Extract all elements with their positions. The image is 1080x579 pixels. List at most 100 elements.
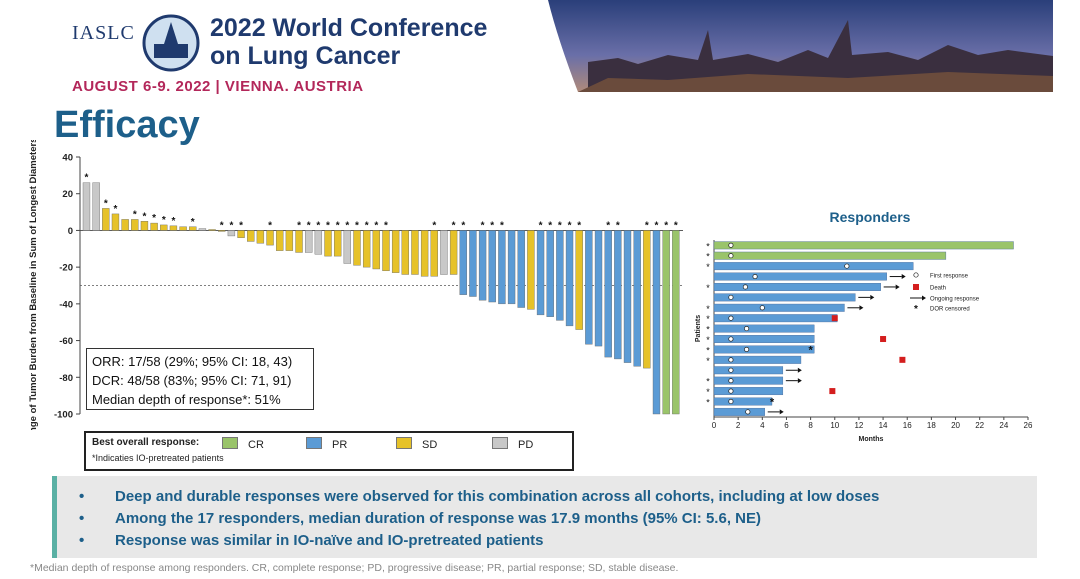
legend-swatch-cr (222, 437, 238, 449)
waterfall-chart: 40 20 0 -20 -40 -60 -80 -100 Change of Tumor Bur… (28, 140, 683, 430)
responder-bar (713, 251, 947, 260)
responder-bar (713, 345, 815, 354)
response-legend: Best overall response: *Indicaties IO-pr… (84, 431, 574, 471)
waterfall-bar (237, 230, 245, 238)
x-tick-label: 2 (736, 421, 741, 430)
responder-bar (713, 262, 914, 271)
io-pretreated-marker: * (384, 220, 388, 231)
io-pretreated-marker: * (229, 220, 233, 231)
io-pretreated-marker: * (706, 325, 710, 335)
io-pretreated-marker: * (355, 220, 359, 231)
io-pretreated-marker: * (706, 314, 710, 324)
waterfall-bar (604, 230, 612, 358)
conference-title: 2022 World Conference on Lung Cancer (210, 14, 487, 70)
waterfall-bar (623, 230, 632, 363)
legend-censored-symbol: * (914, 304, 918, 315)
io-pretreated-marker: * (706, 356, 710, 366)
waterfall-bar (546, 230, 554, 317)
waterfall-bar (478, 230, 487, 301)
first-response-marker (728, 294, 734, 300)
io-pretreated-marker: * (616, 220, 620, 231)
y-tick-label: -100 (54, 410, 73, 421)
legend-first-response-symbol (913, 272, 919, 278)
y-tick-label: -60 (59, 336, 73, 347)
waterfall-bar (102, 208, 110, 231)
io-pretreated-marker: * (577, 220, 581, 231)
io-pretreated-marker: * (452, 220, 456, 231)
ongoing-response-arrowhead (895, 284, 900, 290)
io-pretreated-marker: * (706, 283, 710, 293)
waterfall-bar (169, 225, 178, 231)
first-response-marker (728, 315, 734, 321)
waterfall-bar (614, 230, 622, 360)
dor-censored-marker: * (808, 344, 813, 356)
first-response-marker (728, 253, 734, 259)
waterfall-bar (198, 228, 207, 231)
x-tick-label: 16 (903, 421, 912, 430)
legend-label-pr: PR (332, 439, 348, 451)
x-tick-label: 26 (1024, 421, 1033, 430)
waterfall-bar (672, 230, 680, 415)
waterfall-bar (324, 230, 332, 257)
waterfall-bar (227, 230, 236, 237)
first-response-marker (728, 378, 734, 384)
ongoing-response-arrowhead (901, 274, 906, 280)
io-pretreated-marker: * (191, 217, 195, 228)
dor-censored-marker: * (770, 396, 775, 408)
swimmer-legend-label: Ongoing response (930, 297, 980, 303)
header-banner (0, 0, 567, 100)
first-response-marker (744, 346, 750, 352)
finding-item: • Response was similar in IO-naïve and IO… (79, 532, 544, 549)
io-pretreated-marker: * (706, 377, 710, 387)
waterfall-bar (295, 230, 303, 253)
waterfall-bar (179, 226, 187, 231)
slide-title: Efficacy (54, 104, 200, 146)
io-pretreated-marker: * (239, 220, 243, 231)
io-pretreated-marker: * (432, 220, 436, 231)
io-pretreated-marker: * (336, 220, 340, 231)
waterfall-bar (565, 230, 574, 327)
io-pretreated-marker: * (152, 213, 156, 224)
finding-item: • Deep and durable responses were observe… (79, 488, 880, 505)
x-tick-label: 8 (808, 421, 813, 430)
io-pretreated-marker: * (307, 220, 311, 231)
waterfall-bar (160, 224, 168, 231)
orr-text: ORR: 17/58 (29%; 95% CI: 18, 43) (92, 354, 293, 369)
legend-swatch-pd (492, 437, 508, 449)
conference-dates: AUGUST 6-9. 2022 | VIENNA. AUSTRIA (72, 78, 364, 95)
ongoing-response-arrowhead (797, 367, 802, 373)
waterfall-bar (507, 230, 516, 305)
first-response-marker (744, 326, 750, 332)
waterfall-bar (247, 230, 255, 242)
waterfall-bar (575, 230, 583, 330)
waterfall-bar (536, 230, 545, 316)
waterfall-bar (111, 213, 120, 231)
first-response-marker (745, 409, 751, 415)
waterfall-bar (401, 230, 409, 275)
waterfall-bar (314, 230, 323, 255)
waterfall-bar (82, 182, 91, 231)
io-pretreated-marker: * (655, 220, 659, 231)
waterfall-bar (305, 230, 313, 253)
io-pretreated-marker: * (558, 220, 562, 231)
responder-bar (713, 335, 815, 343)
waterfall-bar (420, 230, 429, 277)
waterfall-bar (643, 230, 651, 369)
io-pretreated-marker: * (568, 220, 572, 231)
io-pretreated-marker: * (268, 220, 272, 231)
legend-title: Best overall response: (92, 437, 200, 448)
responder-bar (713, 293, 856, 302)
legend-swatch-sd (396, 437, 412, 449)
x-tick-label: 6 (784, 421, 789, 430)
waterfall-bar (276, 230, 284, 251)
io-pretreated-marker: * (461, 220, 465, 231)
responder-bar (713, 355, 802, 364)
conference-title-line1: 2022 World Conference (210, 14, 488, 42)
waterfall-bar (150, 222, 158, 231)
ongoing-response-arrowhead (870, 294, 875, 300)
responder-bar (713, 303, 845, 312)
waterfall-bar (189, 226, 197, 231)
first-response-marker (728, 357, 734, 363)
io-pretreated-marker: * (171, 216, 175, 227)
